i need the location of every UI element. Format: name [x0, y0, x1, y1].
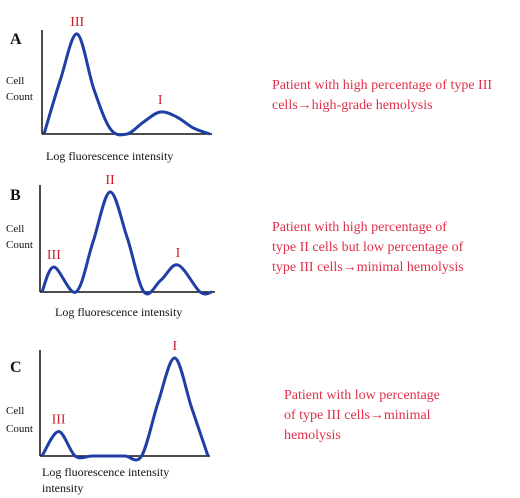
annotation-b-line2: type II cells but low percentage of — [272, 240, 464, 255]
peak-label-b-type-ii: II — [105, 173, 115, 188]
annotation-a-line1: Patient with high percentage of type III — [272, 78, 493, 93]
series-curve-c — [40, 356, 210, 462]
panel-b: B Cell Count III II I Log fluorescence i… — [6, 173, 215, 319]
y-axis-label-c-line2: Count — [6, 423, 33, 435]
x-axis-label-b: Log fluorescence intensity — [55, 305, 182, 319]
panel-label-b: B — [10, 187, 21, 204]
annotation-b-line3: type III cells→minimal hemolysis — [272, 260, 464, 275]
peak-label-b-type-iii: III — [47, 248, 61, 263]
panel-label-a: A — [10, 31, 22, 48]
annotation-b: Patient with high percentage of type II … — [272, 218, 464, 278]
panel-label-c: C — [10, 359, 22, 376]
y-axis-label-b-line2: Count — [6, 239, 33, 251]
y-axis-label-c-line1: Cell — [6, 405, 24, 417]
peak-label-b-type-i: I — [176, 246, 181, 261]
peak-label-a-type-iii: III — [70, 15, 84, 30]
y-axis-label-a-line2: Count — [6, 91, 33, 103]
y-axis-label-a-line1: Cell — [6, 75, 24, 87]
x-axis-label-a: Log fluorescence intensity — [46, 149, 173, 163]
peak-label-c-type-iii: III — [52, 413, 66, 428]
annotation-a-line2: cells→high-grade hemolysis — [272, 98, 433, 113]
annotation-c-line1: Patient with low percentage — [284, 388, 440, 403]
annotation-b-line1: Patient with high percentage of — [272, 220, 447, 235]
y-axis-label-b-line1: Cell — [6, 223, 24, 235]
series-curve-a — [42, 32, 211, 137]
annotation-a: Patient with high percentage of type III… — [272, 76, 492, 116]
peak-label-c-type-i: I — [172, 339, 177, 354]
series-curve-b — [40, 190, 213, 296]
annotation-c: Patient with low percentage of type III … — [284, 386, 440, 446]
x-axis-label-c-line1: Log fluorescence intensity — [42, 465, 169, 479]
panel-c: C Cell Count III I Log fluorescence inte… — [6, 339, 210, 495]
annotation-c-line3: hemolysis — [284, 428, 341, 443]
peak-label-a-type-i: I — [158, 93, 163, 108]
annotation-c-line2: of type III cells→minimal — [284, 408, 431, 423]
x-axis-label-c-line2: intensity — [42, 481, 83, 495]
panel-a: A Cell Count III I Log fluorescence inte… — [6, 15, 212, 163]
